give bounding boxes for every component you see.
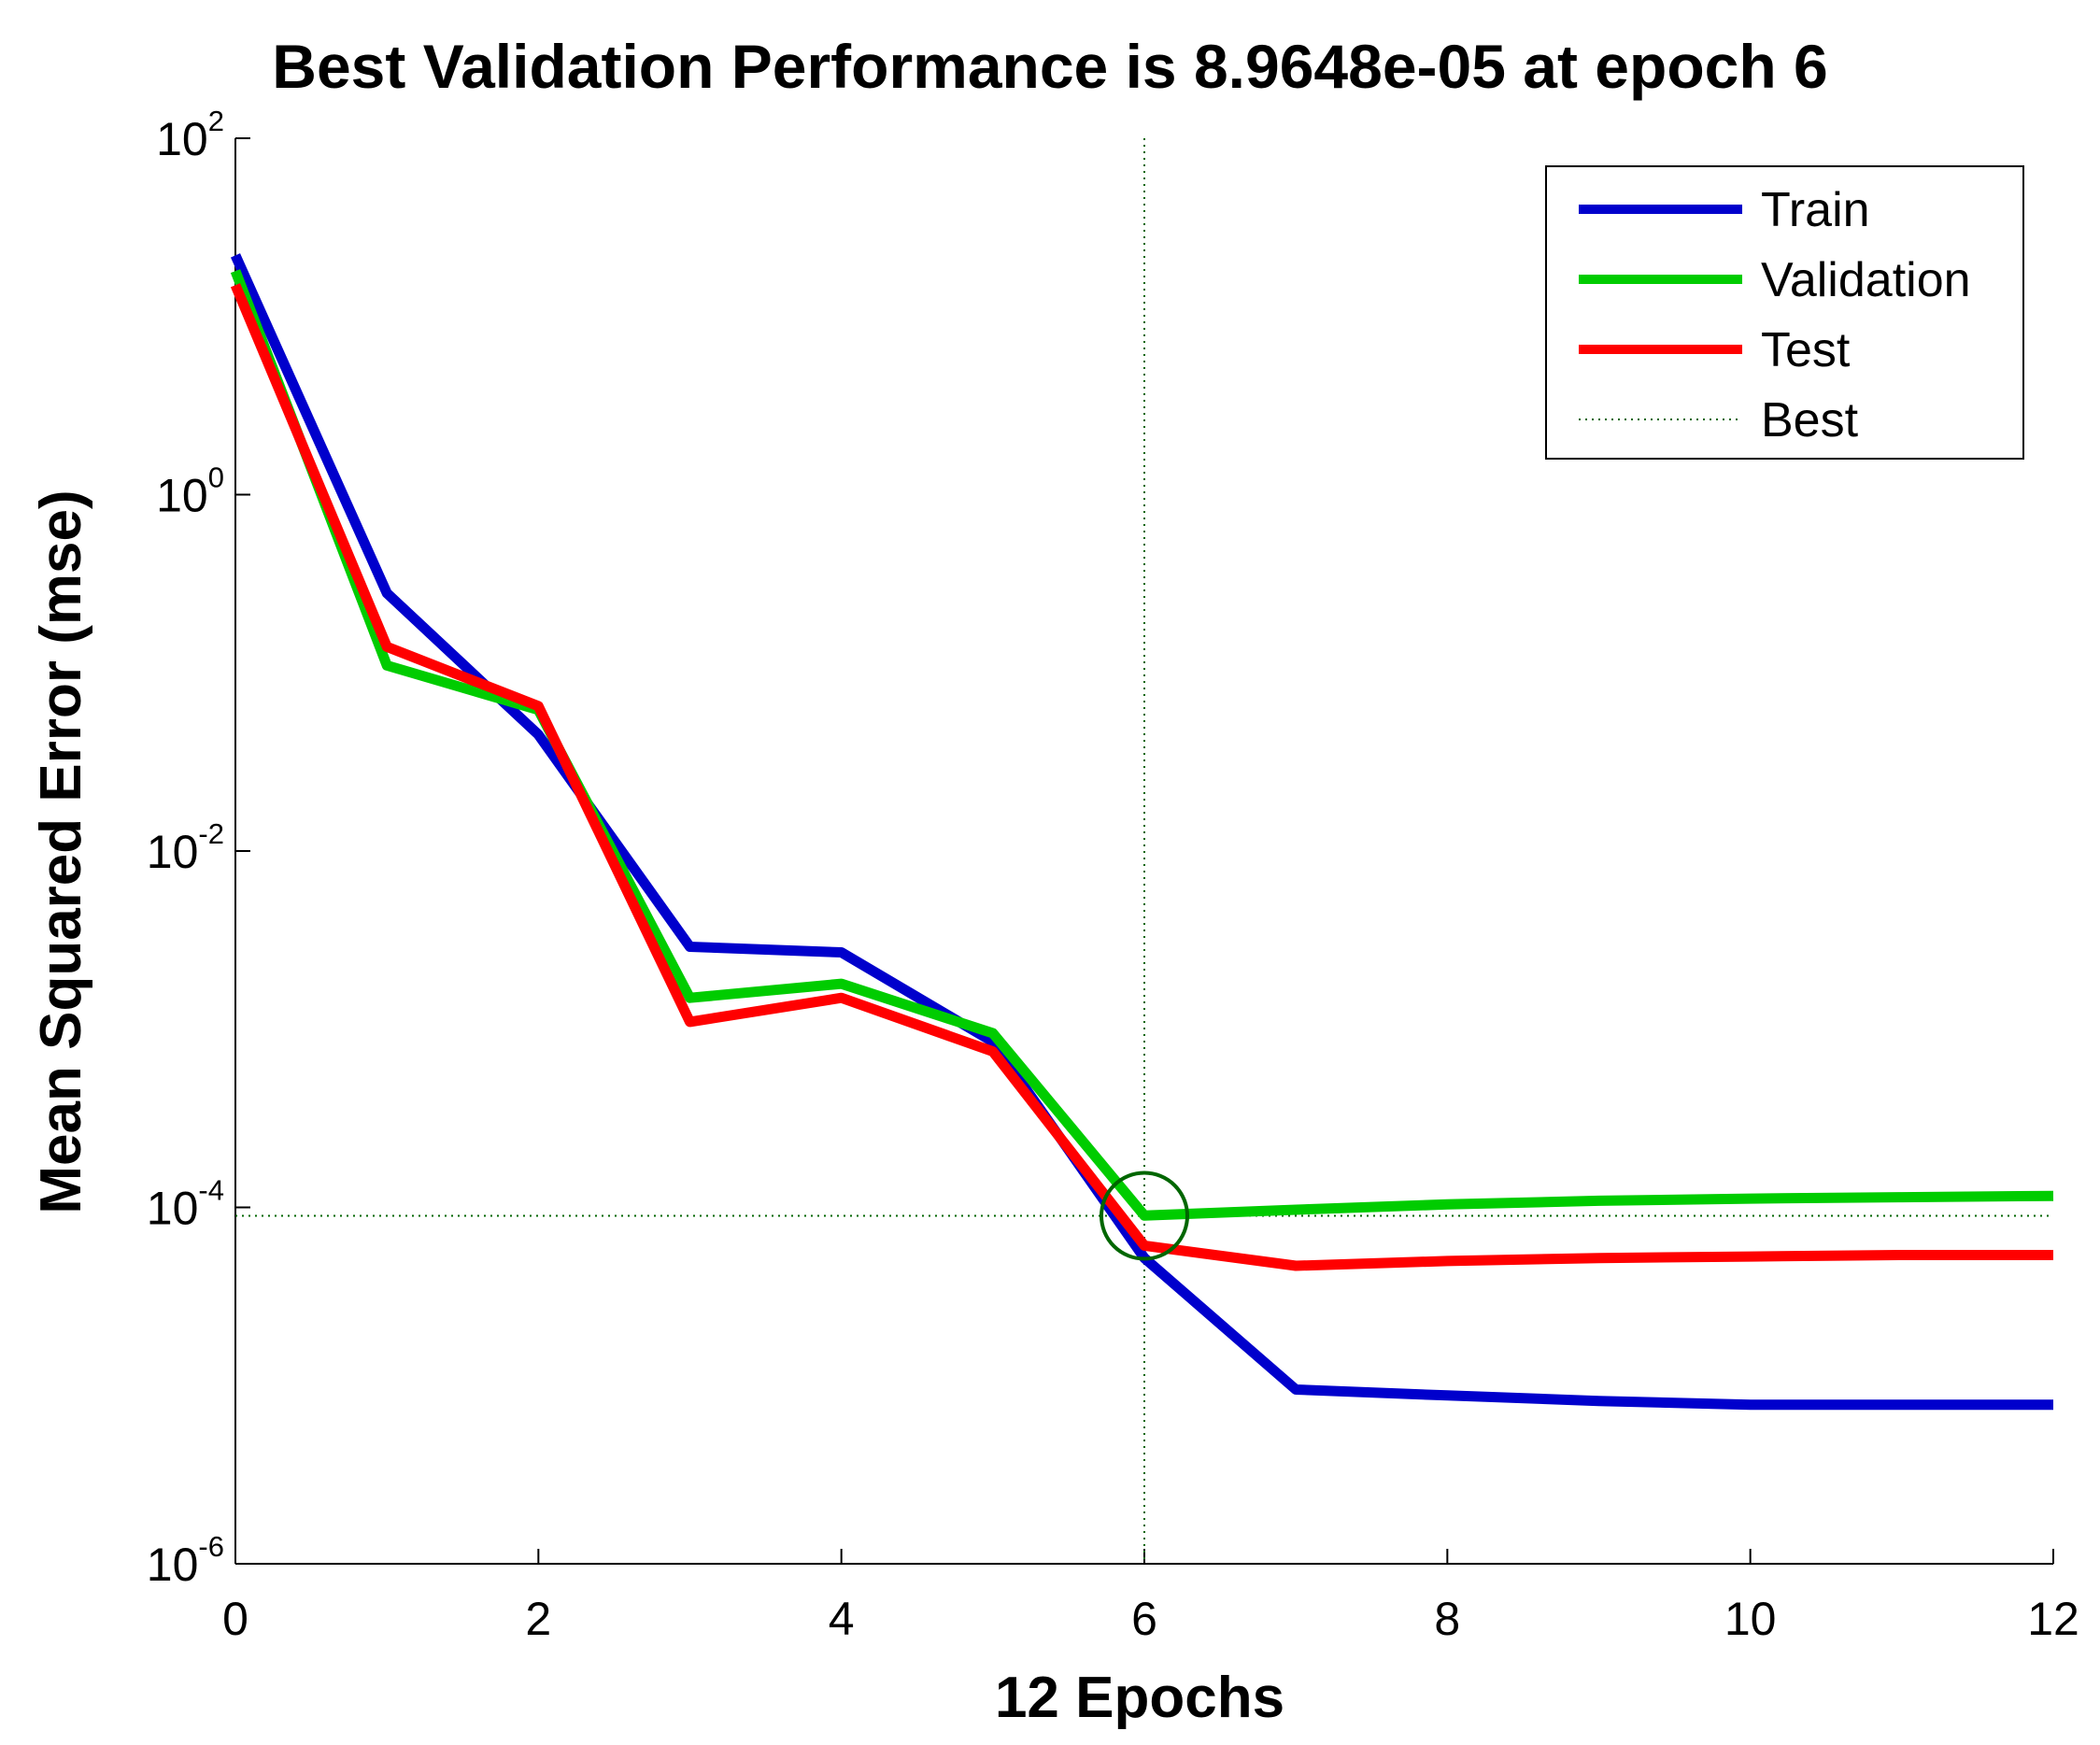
y-tick-label: 102	[156, 105, 224, 165]
y-tick-exponent: 0	[208, 461, 224, 494]
y-tick-exponent: 2	[208, 105, 224, 137]
y-tick-base: 10	[156, 113, 208, 165]
y-tick-label: 100	[156, 461, 224, 522]
y-tick-base: 10	[147, 1539, 199, 1591]
legend-label-train: Train	[1761, 183, 1870, 237]
legend-label-test: Test	[1761, 323, 1851, 377]
y-tick-label: 10-4	[147, 1174, 224, 1235]
chart-title: Best Validation Performance is 8.9648e-0…	[272, 32, 1827, 101]
y-tick-exponent: -4	[198, 1174, 224, 1207]
x-tick-label: 10	[1724, 1593, 1777, 1645]
x-tick-label: 2	[525, 1593, 551, 1645]
x-tick-label: 4	[829, 1593, 855, 1645]
y-tick-exponent: -6	[198, 1530, 224, 1563]
y-tick-label: 10-2	[147, 817, 224, 878]
x-tick-label: 0	[222, 1593, 248, 1645]
legend-box	[1545, 165, 2024, 460]
y-tick-base: 10	[147, 1183, 199, 1235]
x-tick-label: 6	[1131, 1593, 1157, 1645]
x-tick-label: 8	[1434, 1593, 1460, 1645]
y-tick-base: 10	[156, 470, 208, 522]
legend-label-best: Best	[1761, 393, 1859, 447]
legend-label-validation: Validation	[1761, 253, 1971, 307]
x-axis-label: 12 Epochs	[995, 1666, 1284, 1730]
y-tick-label: 10-6	[147, 1530, 224, 1591]
y-tick-base: 10	[147, 826, 199, 878]
x-tick-label: 12	[2027, 1593, 2079, 1645]
best-marker-group	[1100, 1170, 1189, 1261]
series-line-test	[230, 283, 2053, 1271]
best-marker	[1100, 1170, 1189, 1261]
legend: Train Validation Test Best	[1545, 165, 2024, 460]
y-axis-label: Mean Squared Error (mse)	[29, 489, 93, 1213]
y-tick-exponent: -2	[198, 817, 224, 850]
